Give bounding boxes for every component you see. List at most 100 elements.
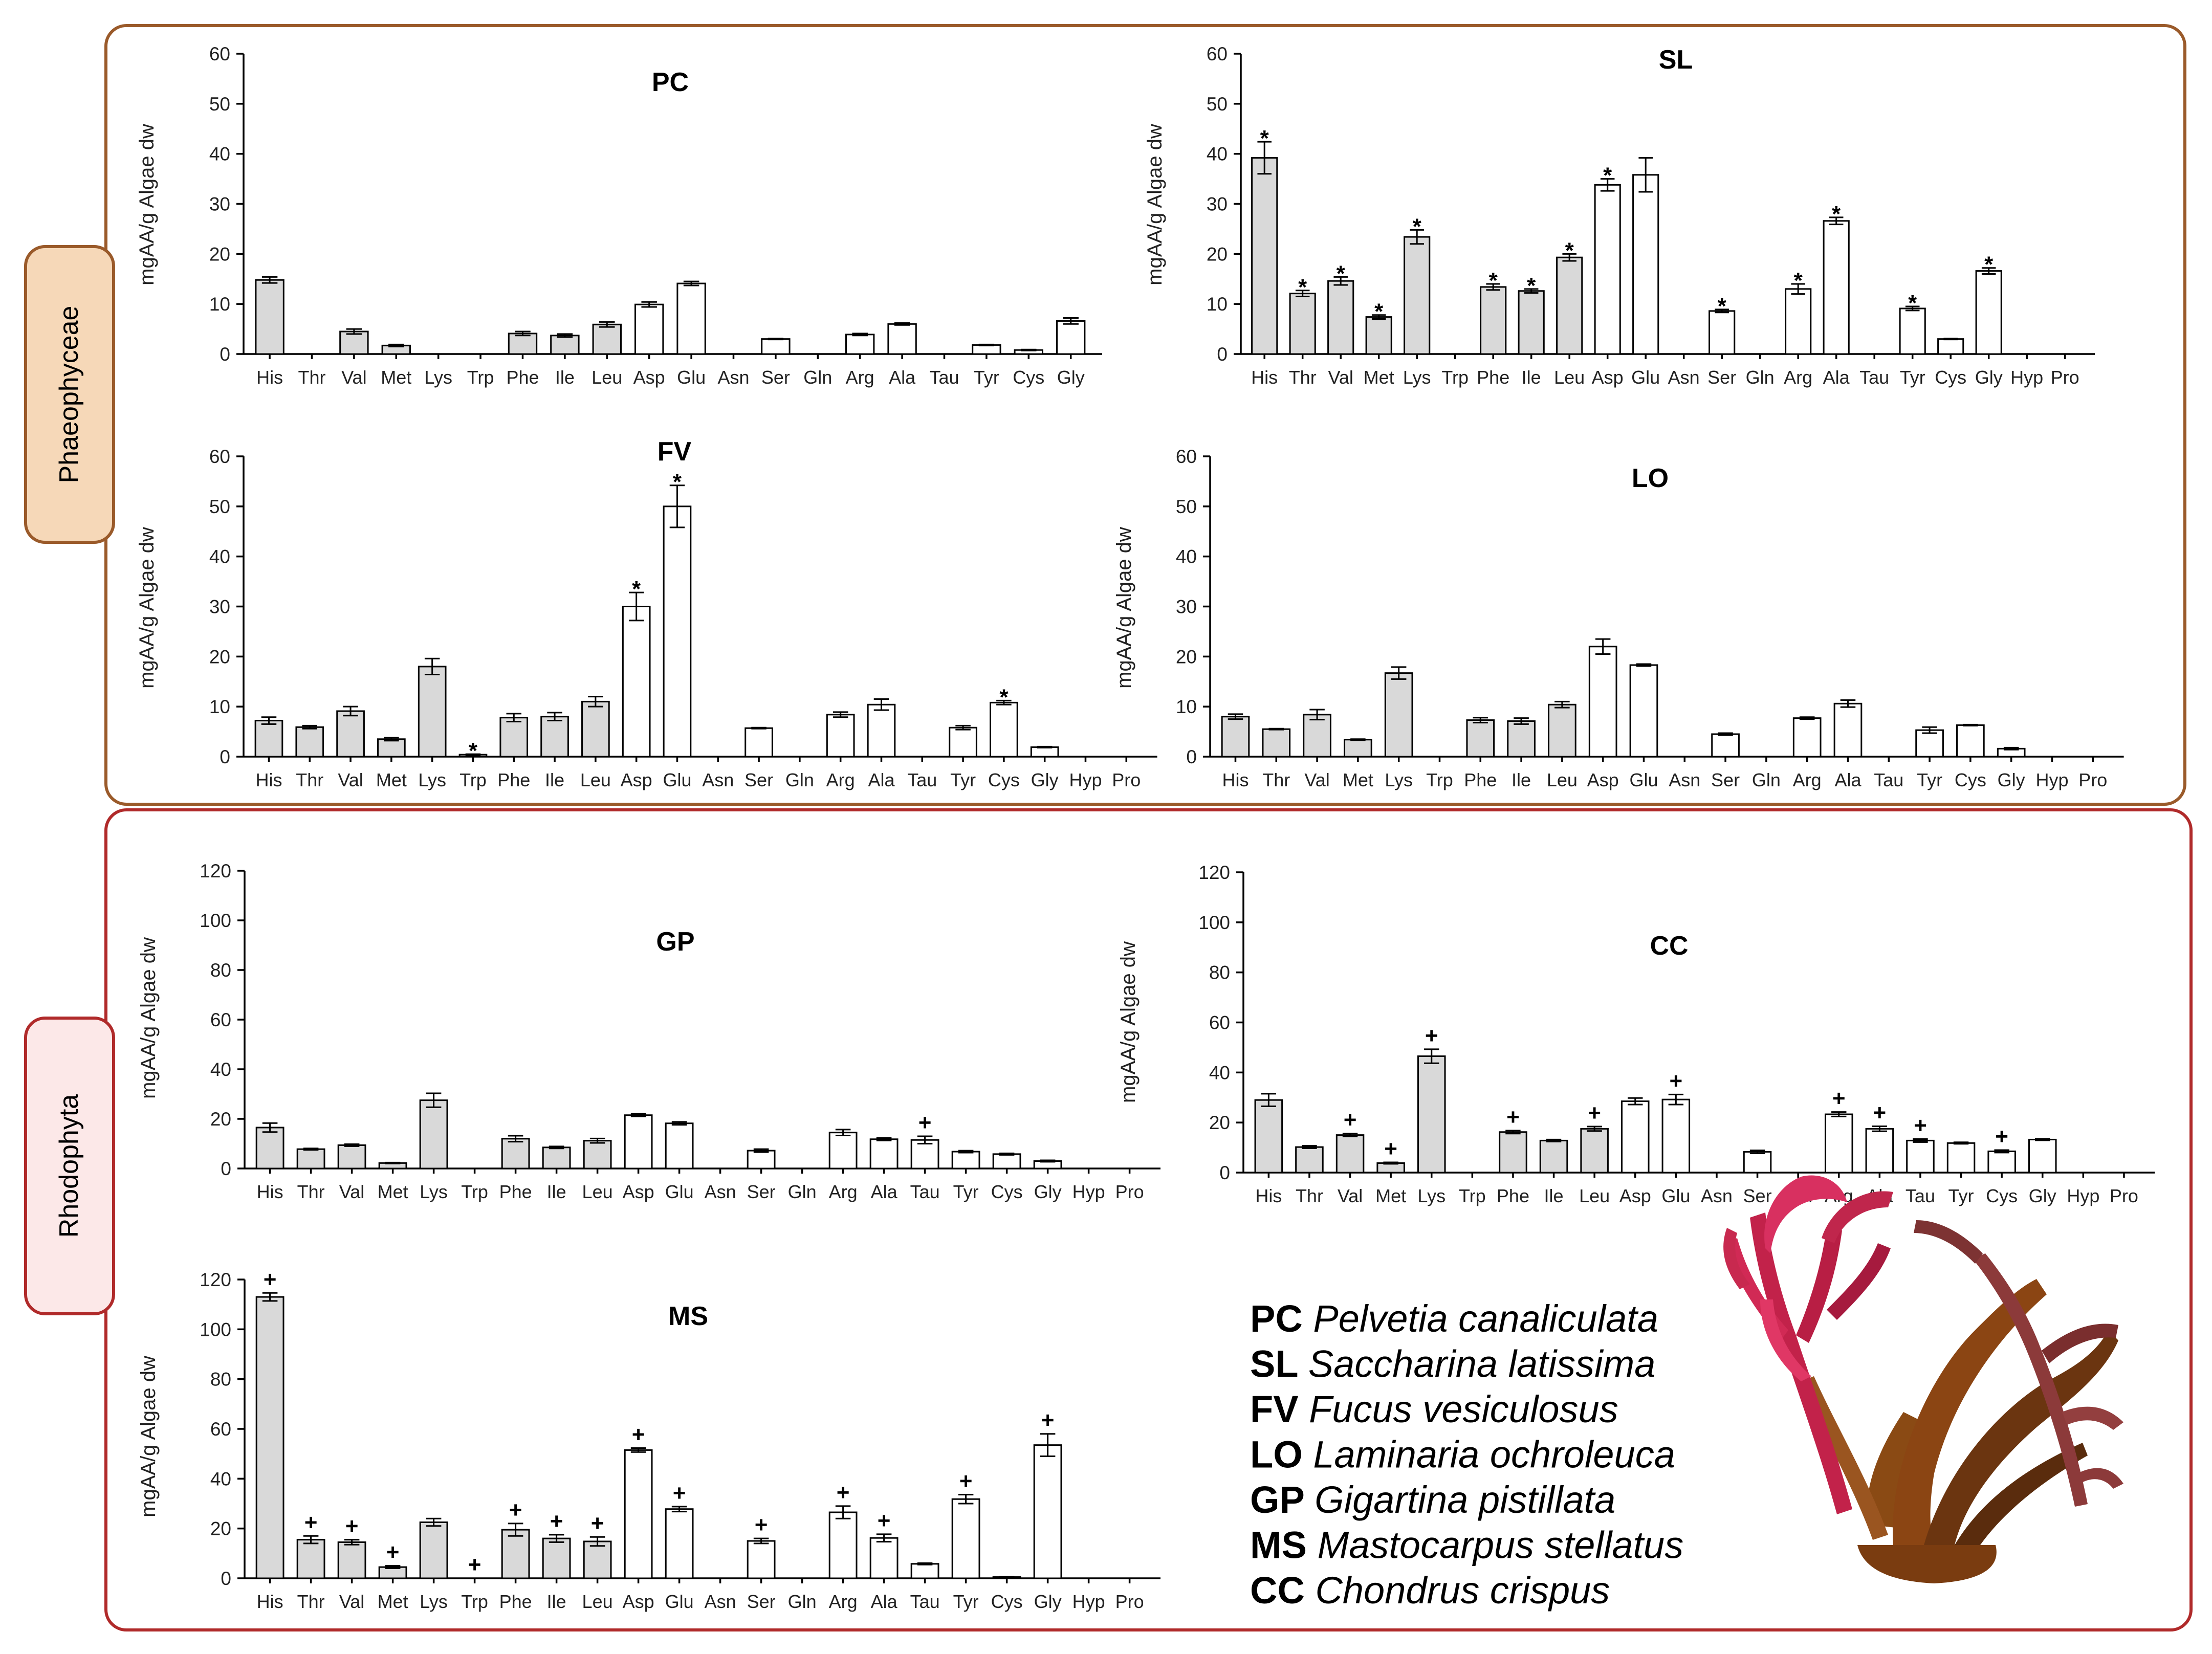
error-bar <box>1524 288 1539 294</box>
chart-cc: 0 20 40 60 80 100 120 mgAA/g Algae dw CC His Thr Va… <box>1117 862 2155 1206</box>
error-bar <box>1391 666 1407 680</box>
y-tick-label: 100 <box>200 910 231 931</box>
error-bar <box>999 1152 1015 1156</box>
y-axis-title: mgAA/g Algae dw <box>1144 124 1166 285</box>
bar <box>542 1146 571 1170</box>
significance-mark: * <box>1489 268 1498 293</box>
x-tick-label: Met <box>1343 769 1373 790</box>
error-bar <box>424 657 440 676</box>
y-tick-label: 60 <box>210 1009 231 1030</box>
y-tick-label: 0 <box>221 1568 231 1589</box>
significance-mark: + <box>1914 1113 1927 1138</box>
legend-species: Saccharina latissima <box>1308 1343 1656 1385</box>
x-tick-label: Asn <box>1669 769 1700 790</box>
y-tick-label: 80 <box>1209 962 1230 983</box>
bar <box>747 1540 776 1579</box>
x-tick-label: Tau <box>1906 1185 1935 1206</box>
x-tick-label: Tau <box>929 367 959 388</box>
x-tick-label: Thr <box>1289 367 1317 388</box>
significance-mark: + <box>878 1508 891 1533</box>
bar <box>1865 1128 1894 1174</box>
x-tick-label: Asn <box>702 769 734 790</box>
legend-abbr: LO <box>1250 1434 1313 1476</box>
x-tick-label: His <box>255 769 282 790</box>
bar <box>1899 307 1926 355</box>
x-tick-label: Ala <box>868 769 895 790</box>
x-tick-label: Ala <box>889 367 916 388</box>
error-bar <box>303 1148 319 1151</box>
x-tick-label: Trp <box>459 769 487 790</box>
error-bar <box>768 338 784 341</box>
significance-mark: + <box>837 1480 850 1505</box>
bar <box>2028 1138 2057 1174</box>
legend-entry: GP Gigartina pistillata <box>1250 1479 1615 1521</box>
bar <box>1033 1444 1062 1579</box>
error-bar <box>1424 1048 1439 1064</box>
y-axis-title: mgAA/g Algae dw <box>137 1356 160 1517</box>
bar <box>419 1099 448 1170</box>
x-tick-label: Thr <box>297 1181 325 1202</box>
bar <box>951 1151 980 1170</box>
y-tick-label: 0 <box>1217 344 1228 365</box>
bar <box>1824 1113 1853 1174</box>
bar <box>1221 716 1250 758</box>
x-tick-label: Tau <box>910 1591 940 1612</box>
error-bar <box>2035 1138 2050 1141</box>
error-bar <box>557 333 573 338</box>
error-bar <box>508 1523 523 1537</box>
error-bar <box>302 724 318 730</box>
error-bar <box>873 698 889 711</box>
x-tick-label: Gly <box>1034 1181 1062 1202</box>
x-tick-label: Trp <box>467 367 494 388</box>
significance-mark: * <box>632 577 641 602</box>
bar <box>501 1138 530 1170</box>
error-bar <box>1600 178 1615 192</box>
significance-mark: * <box>1527 273 1536 298</box>
error-bar <box>996 699 1012 705</box>
significance-mark: * <box>1298 275 1307 300</box>
significance-mark: + <box>1041 1408 1055 1433</box>
error-bar <box>385 1161 401 1164</box>
y-tick-label: 120 <box>200 861 231 881</box>
error-bar <box>1905 305 1920 312</box>
legend-abbr: PC <box>1250 1297 1313 1340</box>
significance-mark: + <box>959 1468 973 1493</box>
bar <box>1507 720 1536 758</box>
error-bar <box>1791 283 1805 295</box>
error-bar <box>917 1135 933 1144</box>
error-bar <box>1715 308 1729 314</box>
x-tick-label: Gly <box>1975 367 2003 388</box>
bar <box>1303 714 1331 758</box>
error-bar <box>599 321 615 328</box>
y-tick-label: 40 <box>209 546 230 567</box>
error-bar <box>1342 1133 1358 1138</box>
significance-mark: + <box>1506 1105 1520 1130</box>
bar <box>1956 724 1985 758</box>
error-bar <box>426 1517 442 1527</box>
error-bar <box>978 343 995 346</box>
x-tick-label: Glu <box>665 1181 694 1202</box>
x-tick-label: Tyr <box>950 769 976 790</box>
x-tick-label: Ala <box>1834 769 1861 790</box>
error-bar <box>549 1145 564 1150</box>
significance-mark: + <box>755 1512 768 1537</box>
bar <box>867 703 896 758</box>
error-bar <box>1371 314 1386 320</box>
bar <box>1833 702 1863 758</box>
significance-mark: * <box>1603 163 1612 188</box>
significance-mark: * <box>1337 261 1346 286</box>
y-tick-label: 50 <box>1176 496 1197 517</box>
error-bar <box>835 1129 851 1136</box>
error-bar <box>1410 229 1424 245</box>
error-bar <box>346 328 362 335</box>
error-bar <box>753 1148 769 1153</box>
significance-mark: + <box>1588 1100 1601 1126</box>
x-tick-label: Gln <box>788 1181 817 1202</box>
y-tick-label: 10 <box>1207 294 1228 315</box>
y-tick-label: 50 <box>209 496 230 517</box>
bar <box>1743 1151 1772 1174</box>
error-bar <box>955 724 971 731</box>
legend-species: Fucus vesiculosus <box>1309 1388 1618 1430</box>
x-tick-label: Thr <box>298 367 325 388</box>
